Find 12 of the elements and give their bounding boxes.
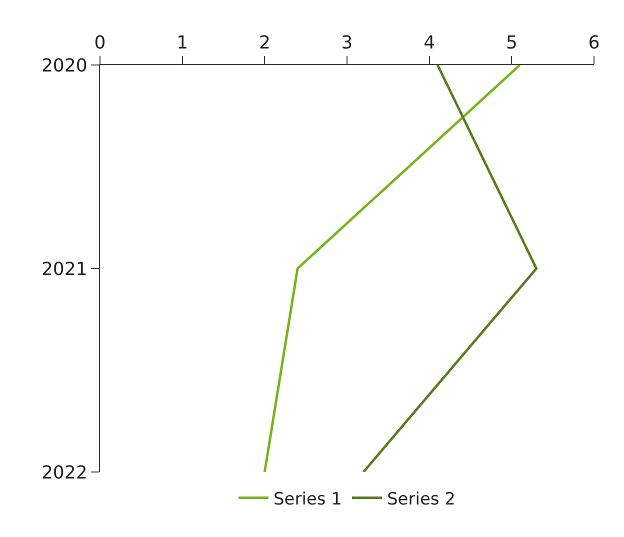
x-tick-label: 5: [506, 32, 518, 54]
legend-label: Series 1: [274, 489, 342, 510]
legend-label: Series 2: [387, 489, 456, 510]
x-tick-label: 1: [176, 32, 188, 54]
x-tick-label: 4: [424, 32, 436, 54]
y-tick-label: 2021: [41, 258, 88, 280]
y-tick-label: 2020: [41, 55, 88, 76]
x-tick-label: 6: [588, 32, 600, 54]
x-tick-label: 2: [258, 32, 270, 54]
y-tick-label: 2022: [41, 462, 88, 484]
x-tick-label: 0: [94, 32, 106, 54]
x-tick-label: 3: [341, 32, 353, 54]
